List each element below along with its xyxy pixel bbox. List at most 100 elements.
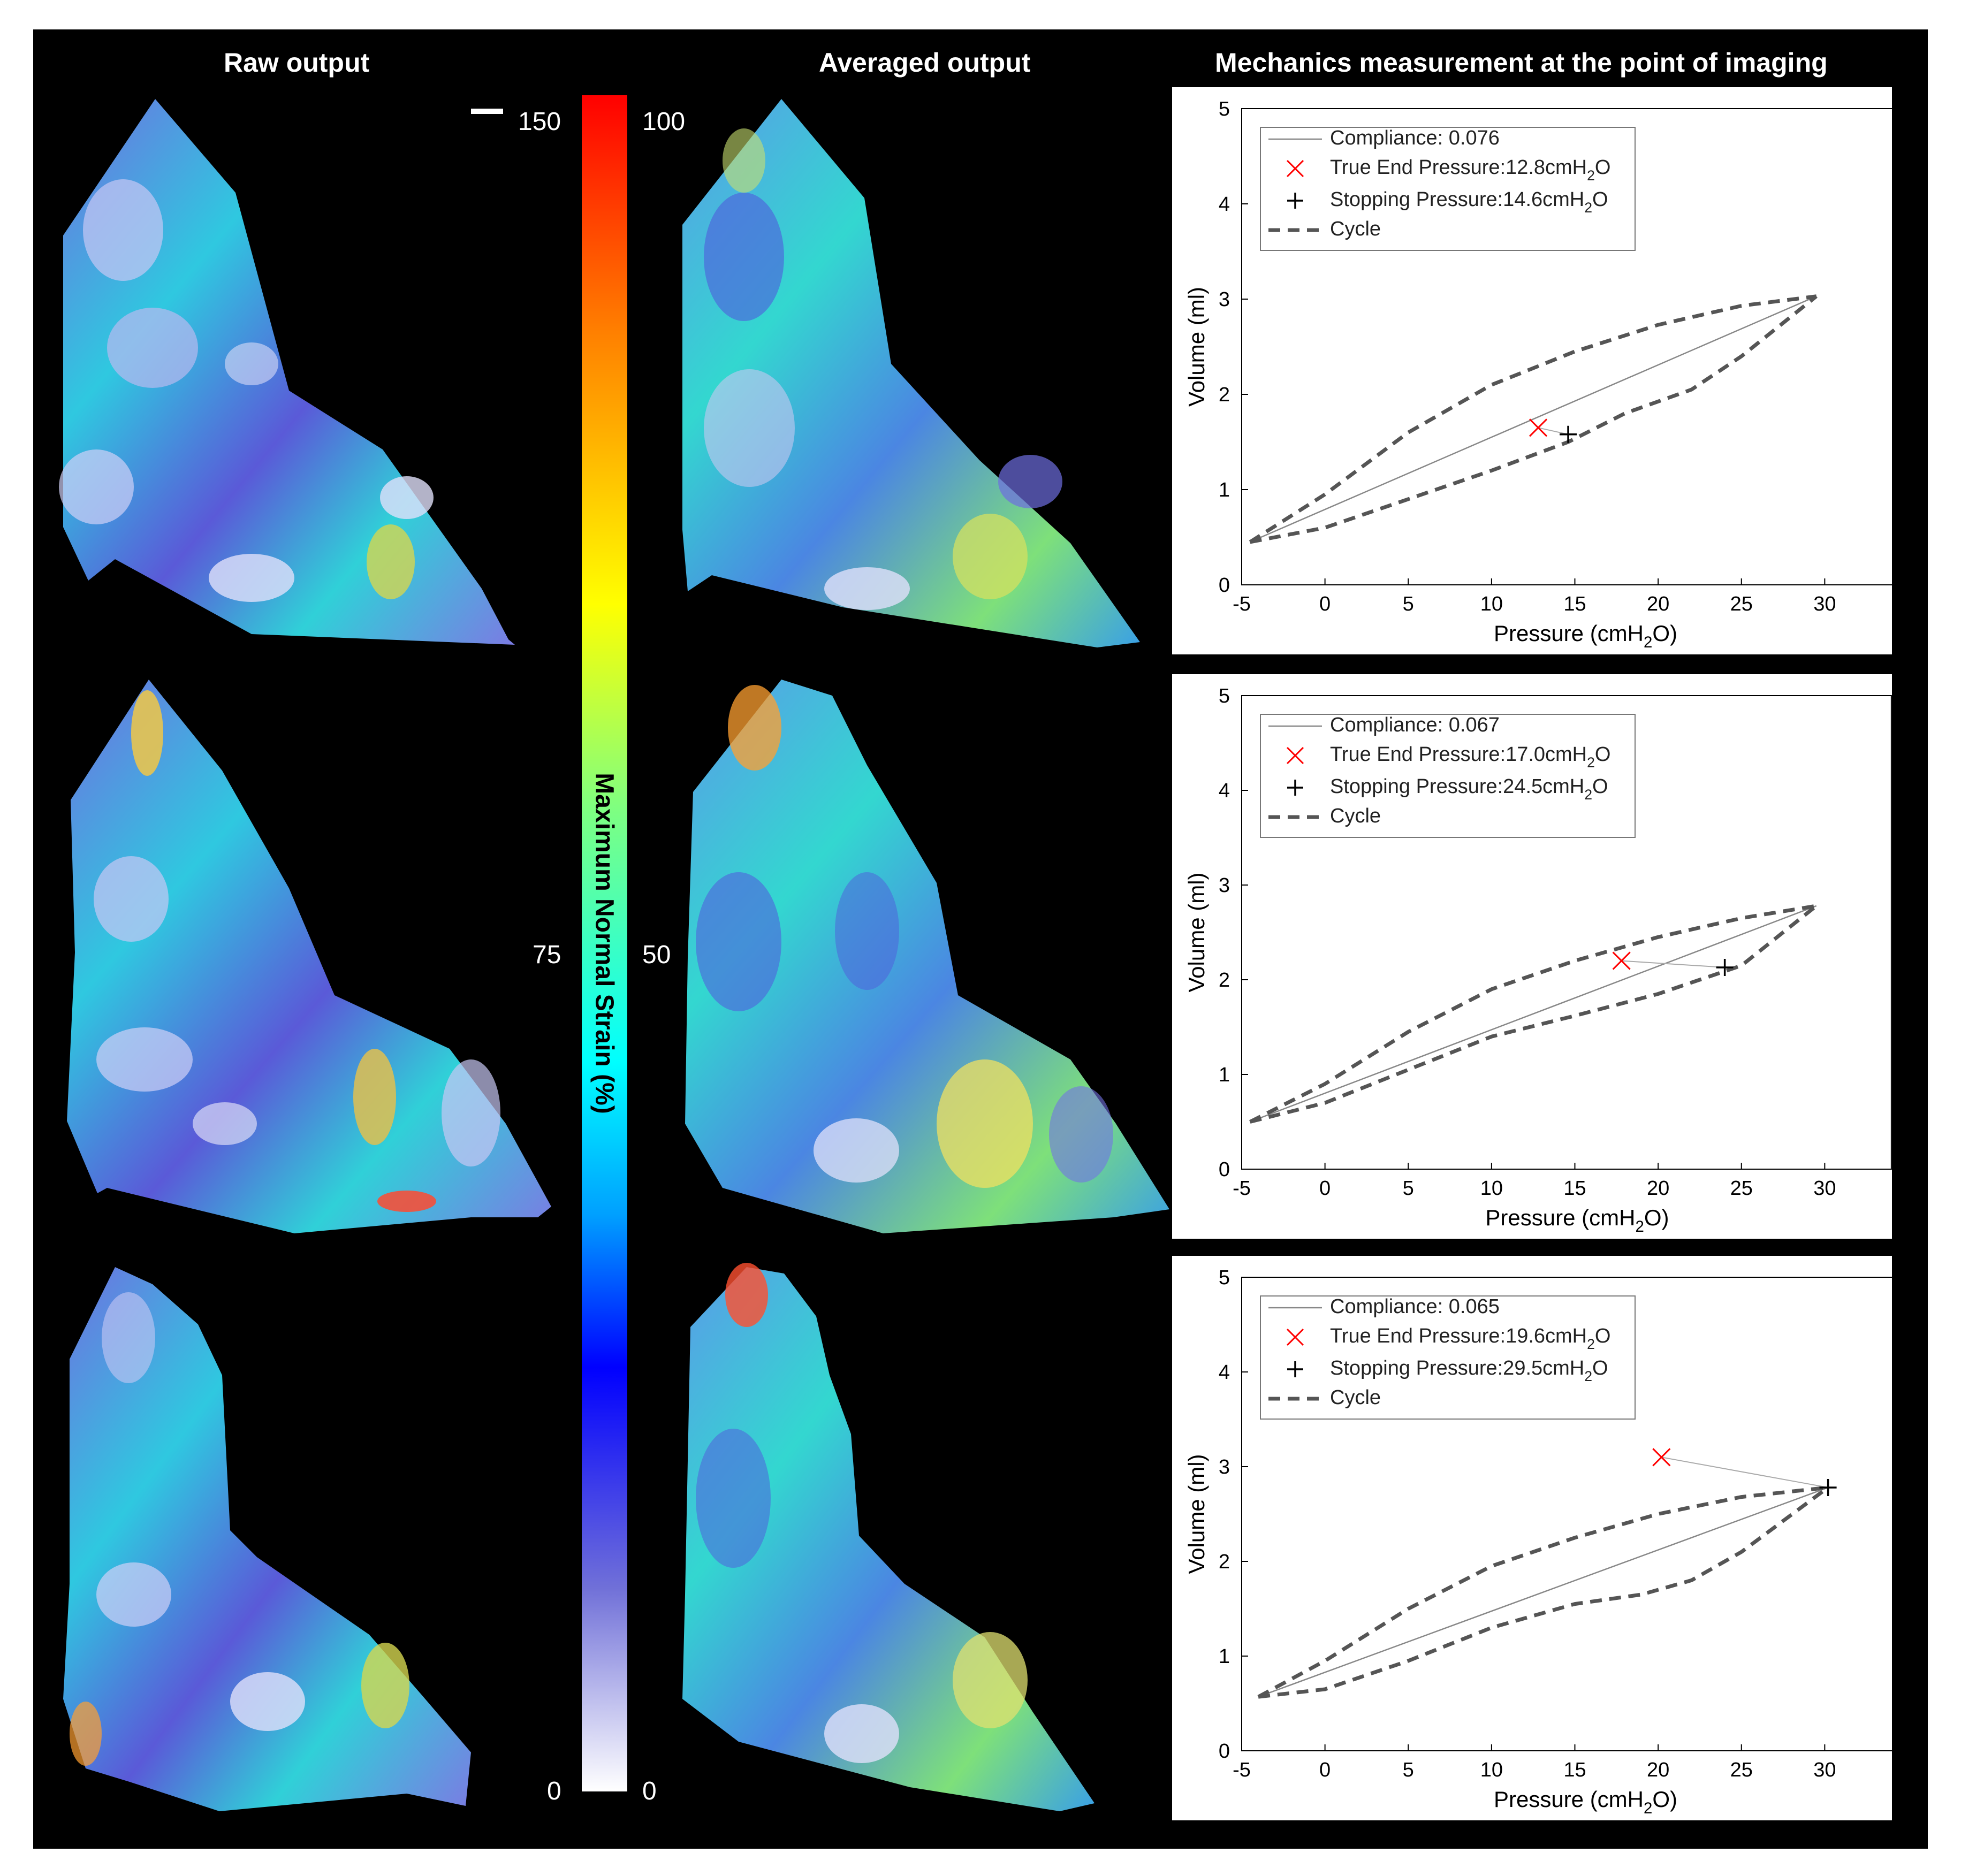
x-tick-label: 30 — [1813, 593, 1836, 615]
y-tick-label: 1 — [1219, 479, 1230, 501]
y-tick-label: 4 — [1219, 193, 1230, 216]
x-tick-label: -5 — [1233, 1759, 1251, 1781]
legend-entry-label: Compliance: 0.065 — [1330, 1295, 1500, 1318]
compliance-line — [1258, 1486, 1829, 1698]
colorbar-left-tick-top: 150 — [518, 108, 561, 136]
x-tick-label: 30 — [1813, 1177, 1836, 1200]
colorbar-right-tick-bottom: 0 — [642, 1777, 657, 1805]
y-tick-label: 0 — [1219, 1158, 1230, 1181]
cycle-deflation-curve — [1258, 1486, 1829, 1699]
y-tick-label: 1 — [1219, 1645, 1230, 1668]
y-tick-label: 0 — [1219, 1740, 1230, 1763]
averaged-map-1 — [682, 99, 1140, 647]
x-tick-label: 20 — [1647, 593, 1669, 615]
y-tick-label: 3 — [1219, 288, 1230, 311]
strain-colorbar — [582, 95, 627, 1791]
legend-box — [1260, 127, 1636, 251]
raw-map-2 — [67, 680, 551, 1233]
y-tick-label: 4 — [1219, 1361, 1230, 1384]
x-tick-label: 30 — [1813, 1759, 1836, 1781]
y-axis-label: Volume (ml) — [1184, 287, 1209, 407]
legend-entry-label: Compliance: 0.076 — [1330, 127, 1500, 149]
legend-entry-label: Cycle — [1330, 1386, 1381, 1409]
raw-map-3 — [63, 1267, 471, 1811]
x-tick-label: 25 — [1730, 1759, 1753, 1781]
stopping-pressure-marker — [1819, 1478, 1837, 1496]
x-tick-label: 0 — [1319, 1177, 1331, 1200]
y-axis-label: Volume (ml) — [1184, 1454, 1209, 1574]
colorbar-right-tick-top: 100 — [642, 108, 686, 136]
legend-stopping-swatch — [1287, 193, 1303, 209]
y-tick-label: 2 — [1219, 969, 1230, 992]
averaged-map-2 — [685, 680, 1169, 1233]
x-tick-label: 0 — [1319, 593, 1331, 615]
y-tick-label: 0 — [1219, 574, 1230, 597]
pv-chart-1: -505101520253035012345Pressure (cmH2O)Vo… — [1184, 98, 1919, 651]
mechanics-plot-panel-2: -5 0 5 10 15 20 25 30 0 1 2 3 4 5 Pressure (cmH2O) Volu… — [1172, 674, 1892, 1239]
y-tick-label: 2 — [1219, 1551, 1230, 1573]
cycle-deflation-curve — [1249, 904, 1818, 1124]
pv-chart-3: -505101520253035012345Pressure (cmH2O)Vo… — [1184, 1267, 1919, 1817]
x-axis-label: Pressure (cmH2O) — [1485, 1205, 1669, 1236]
x-tick-label: 15 — [1563, 1177, 1586, 1200]
colorbar-title: Maximum Normal Strain (%) — [590, 773, 619, 1114]
legend-entry-label: Cycle — [1330, 218, 1381, 240]
plot-axes-box — [1241, 695, 1892, 1170]
legend-stopping-swatch — [1287, 1361, 1303, 1377]
x-tick-label: 25 — [1730, 593, 1753, 615]
y-tick-label: 2 — [1219, 384, 1230, 406]
x-tick-label: 5 — [1403, 1177, 1414, 1200]
x-tick-label: 5 — [1403, 593, 1414, 615]
mechanics-plot-panel-1: -505101520253035012345Pressure (cmH2O)Vo… — [1172, 87, 1919, 654]
x-tick-label: 25 — [1730, 1177, 1753, 1200]
cycle-inflation-curve — [1257, 1485, 1828, 1699]
true-end-pressure-marker — [1612, 951, 1631, 970]
colorbar-left-tick-bottom: 0 — [547, 1777, 561, 1805]
compliance-line — [1250, 905, 1817, 1123]
x-axis-label: Pressure (cmH2O) — [1494, 621, 1677, 651]
x-tick-label: 20 — [1647, 1177, 1669, 1200]
y-tick-label: 3 — [1219, 1456, 1230, 1478]
true-end-pressure-marker — [1529, 418, 1548, 437]
mechanics-plot-panel-3: -505101520253035012345Pressure (cmH2O)Vo… — [1172, 1256, 1919, 1820]
y-tick-label: 5 — [1219, 685, 1230, 707]
marker-connector — [1621, 960, 1725, 968]
x-tick-label: -5 — [1233, 593, 1251, 615]
x-axis-label: Pressure (cmH2O) — [1494, 1787, 1677, 1817]
legend-box — [1260, 1295, 1636, 1420]
compliance-line — [1250, 295, 1817, 543]
mechanics-heading: Mechanics measurement at the point of im… — [1215, 48, 1828, 78]
legend-true-end-swatch — [1286, 746, 1304, 765]
true-end-pressure-marker — [1652, 1448, 1671, 1467]
x-tick-label: -5 — [1233, 1177, 1251, 1200]
x-tick-label: 0 — [1319, 1759, 1331, 1781]
stopping-pressure-marker — [1716, 958, 1734, 976]
y-tick-label: 5 — [1219, 1267, 1230, 1289]
legend-entry-label: Compliance: 0.067 — [1330, 714, 1500, 736]
x-tick-label: 10 — [1480, 1759, 1503, 1781]
colorbar-left-tick-mid: 75 — [533, 941, 561, 969]
x-tick-label: 10 — [1480, 1177, 1503, 1200]
y-tick-label: 5 — [1219, 98, 1230, 120]
legend-stopping-swatch — [1287, 780, 1303, 796]
x-tick-label: 15 — [1563, 593, 1586, 615]
y-axis-label: Volume (ml) — [1184, 872, 1209, 992]
cycle-inflation-curve — [1249, 904, 1817, 1124]
x-tick-label: 10 — [1480, 593, 1503, 615]
y-tick-label: 4 — [1219, 780, 1230, 802]
averaged-map-3 — [682, 1263, 1094, 1811]
x-tick-label: 5 — [1403, 1759, 1414, 1781]
cycle-inflation-curve — [1249, 294, 1817, 544]
legend-true-end-swatch — [1286, 159, 1304, 178]
legend-true-end-swatch — [1286, 1328, 1304, 1346]
x-tick-label: 15 — [1563, 1759, 1586, 1781]
legend-box — [1260, 714, 1636, 838]
raw-map-1 — [59, 99, 515, 645]
averaged-output-heading: Averaged output — [819, 48, 1031, 78]
y-tick-label: 3 — [1219, 874, 1230, 897]
x-tick-label: 20 — [1647, 1759, 1669, 1781]
raw-output-heading: Raw output — [224, 48, 370, 78]
legend-entry-label: Cycle — [1330, 805, 1381, 827]
